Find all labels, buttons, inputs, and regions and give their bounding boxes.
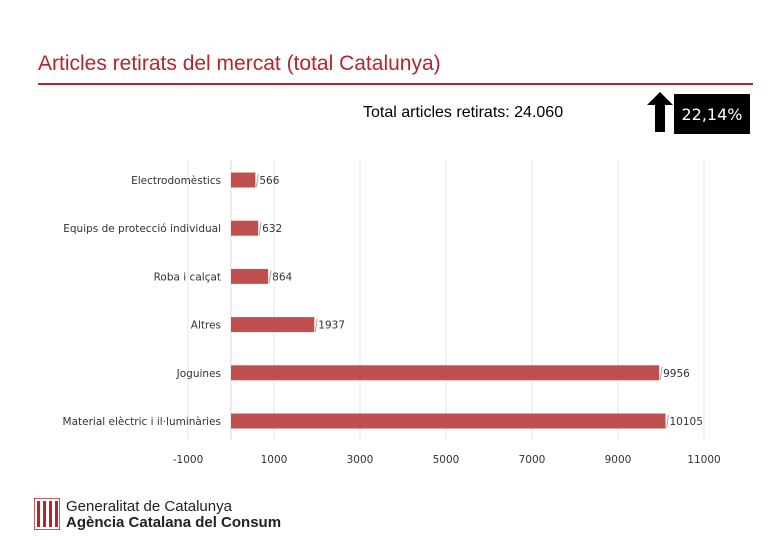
chart-value-label: 632 <box>262 223 282 235</box>
chart-x-tick-label: 7000 <box>519 454 546 466</box>
chart-value-leader <box>268 270 272 284</box>
chart-gridlines <box>187 160 705 440</box>
chart-x-tick-label: 9000 <box>605 454 632 466</box>
chart-value-label: 1937 <box>318 320 345 332</box>
chart-category-label: Material elèctric i il·luminàries <box>63 416 221 428</box>
footer-logo: Generalitat de Catalunya Agència Catalan… <box>34 498 294 532</box>
up-arrow-icon <box>647 92 673 132</box>
chart-x-tick-label: 1000 <box>261 454 288 466</box>
chart-category-label: Altres <box>191 320 221 332</box>
chart-category-label: Equips de protecció individual <box>63 223 221 235</box>
chart-category-label: Electrodomèstics <box>131 175 221 187</box>
chart-value-leader <box>258 222 262 236</box>
title-underline <box>38 83 753 85</box>
chart-bar <box>231 365 660 381</box>
chart-bar <box>231 268 269 284</box>
slide-title: Articles retirats del mercat (total Cata… <box>38 52 441 75</box>
chart-x-tick-labels: -1000 1000 3000 5000 7000 9000 11000 <box>173 454 721 466</box>
chart-value-leader <box>666 414 670 429</box>
bar-chart: Electrodomèstics Equips de protecció indi… <box>63 160 721 466</box>
chart-category-label: Roba i calçat <box>154 271 221 283</box>
chart-bar <box>231 413 666 429</box>
chart-value-leader <box>314 318 318 332</box>
chart-value-label: 9956 <box>663 368 690 380</box>
chart-category-label: Joguines <box>176 368 221 380</box>
chart-x-tick-label: 3000 <box>347 454 374 466</box>
chart-value-label: 10105 <box>670 416 703 428</box>
change-percentage-badge: 22,14% <box>674 94 750 134</box>
chart-value-labels: 566 632 864 1937 9956 10105 <box>255 173 703 429</box>
chart-bar <box>231 172 256 188</box>
org-name-line1: Generalitat de Catalunya <box>66 498 232 515</box>
chart-x-tick-label: 5000 <box>433 454 460 466</box>
chart-bar <box>231 317 315 333</box>
chart-value-leader <box>255 173 259 188</box>
chart-value-label: 566 <box>259 175 279 187</box>
chart-x-tick-label: 11000 <box>687 454 720 466</box>
chart-category-labels: Electrodomèstics Equips de protecció indi… <box>63 175 221 428</box>
generalitat-logo-icon <box>34 498 60 530</box>
org-name-line2: Agència Catalana del Consum <box>66 514 282 531</box>
chart-bar <box>231 220 259 236</box>
chart-bars <box>231 172 666 429</box>
chart-x-tick-label: -1000 <box>173 454 204 466</box>
chart-value-leader <box>659 366 663 380</box>
chart-value-label: 864 <box>272 271 292 283</box>
total-articles-label: Total articles retirats: 24.060 <box>363 104 564 121</box>
